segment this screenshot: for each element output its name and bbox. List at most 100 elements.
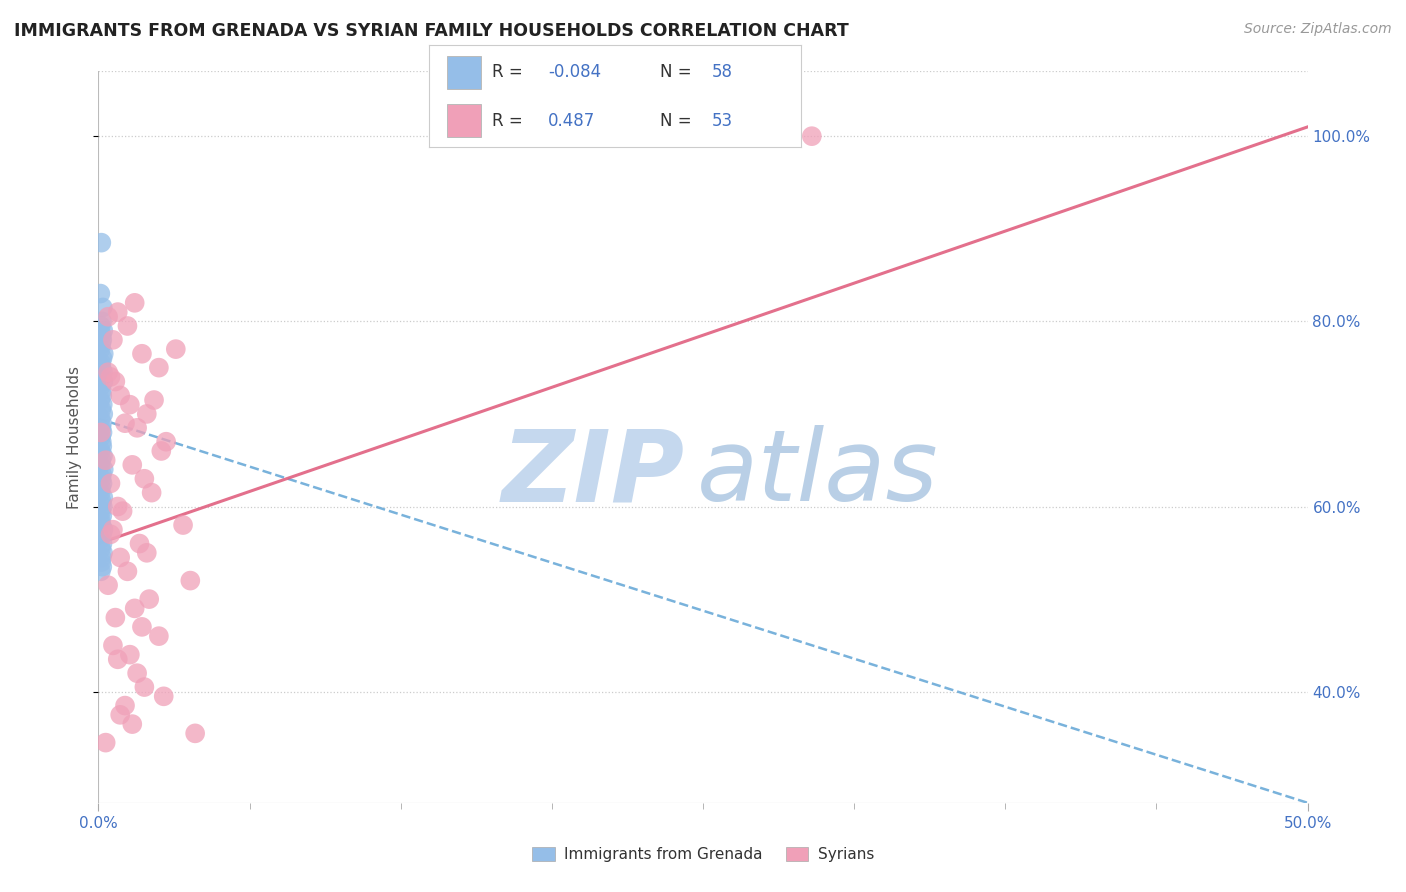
Point: [90, 434, 112, 449]
Point: [91, 416, 114, 430]
Point: [124, 295, 146, 310]
Point: [135, 407, 157, 421]
Point: [90, 550, 112, 565]
Point: [108, 388, 131, 402]
Point: [141, 485, 163, 500]
Point: [89, 392, 111, 407]
Point: [90, 504, 112, 518]
Point: [111, 504, 134, 518]
Point: [107, 305, 129, 319]
Point: [114, 698, 136, 713]
Point: [152, 690, 174, 704]
Point: [184, 726, 207, 740]
Point: [90, 342, 112, 356]
Point: [89, 458, 111, 472]
Point: [100, 527, 122, 541]
Point: [90, 356, 112, 370]
Point: [104, 375, 127, 389]
Point: [101, 639, 124, 653]
Point: [91, 301, 114, 315]
Point: [89, 532, 111, 546]
Text: Source: ZipAtlas.com: Source: ZipAtlas.com: [1244, 22, 1392, 37]
Point: [117, 318, 139, 333]
Point: [90, 384, 112, 398]
Point: [94, 453, 117, 467]
Point: [90, 555, 112, 569]
Point: [90, 421, 112, 435]
Point: [179, 574, 201, 588]
FancyBboxPatch shape: [447, 104, 481, 137]
Point: [107, 652, 129, 666]
FancyBboxPatch shape: [447, 56, 481, 88]
Point: [91, 370, 114, 384]
Point: [91, 398, 114, 412]
Point: [107, 500, 129, 514]
Point: [121, 717, 143, 731]
Point: [91, 467, 114, 482]
Point: [90, 360, 112, 375]
Point: [800, 129, 823, 144]
Point: [127, 666, 149, 681]
Point: [90, 481, 112, 495]
Point: [90, 444, 112, 458]
Point: [93, 523, 115, 537]
Text: 58: 58: [711, 63, 733, 81]
Point: [93, 462, 115, 476]
Point: [124, 601, 146, 615]
Point: [114, 416, 136, 430]
Point: [127, 421, 149, 435]
Point: [90, 328, 112, 343]
Point: [90, 541, 112, 556]
Point: [121, 458, 143, 472]
Point: [97, 310, 120, 324]
Point: [90, 485, 112, 500]
Point: [91, 388, 114, 402]
Point: [89, 286, 111, 301]
Point: [91, 527, 114, 541]
Point: [135, 546, 157, 560]
Point: [117, 565, 139, 579]
Legend: Immigrants from Grenada, Syrians: Immigrants from Grenada, Syrians: [526, 841, 880, 868]
Point: [101, 333, 124, 347]
Point: [108, 707, 131, 722]
Point: [143, 392, 166, 407]
Point: [118, 398, 141, 412]
Point: [148, 629, 170, 643]
Point: [90, 518, 112, 533]
Text: atlas: atlas: [697, 425, 939, 522]
Point: [91, 439, 114, 453]
Point: [91, 536, 114, 550]
Point: [90, 495, 112, 509]
Text: 0.487: 0.487: [548, 112, 595, 129]
Point: [97, 578, 120, 592]
Point: [131, 620, 153, 634]
Point: [91, 508, 114, 523]
Point: [91, 449, 114, 463]
Point: [90, 565, 112, 579]
Point: [91, 559, 114, 574]
Point: [101, 523, 124, 537]
Point: [93, 375, 115, 389]
Point: [90, 235, 112, 250]
Point: [91, 425, 114, 440]
Point: [90, 402, 112, 417]
Point: [91, 314, 114, 328]
Point: [108, 550, 131, 565]
Point: [90, 453, 112, 467]
Text: N =: N =: [659, 112, 697, 129]
Point: [91, 365, 114, 379]
Point: [97, 365, 120, 379]
Point: [104, 610, 127, 624]
Point: [90, 337, 112, 351]
Point: [100, 370, 122, 384]
Point: [91, 333, 114, 347]
Point: [165, 342, 187, 356]
Point: [90, 411, 112, 425]
Point: [91, 546, 114, 560]
Point: [90, 513, 112, 527]
Point: [128, 536, 150, 550]
Point: [118, 648, 141, 662]
Point: [90, 379, 112, 393]
Point: [155, 434, 177, 449]
Text: R =: R =: [492, 112, 533, 129]
